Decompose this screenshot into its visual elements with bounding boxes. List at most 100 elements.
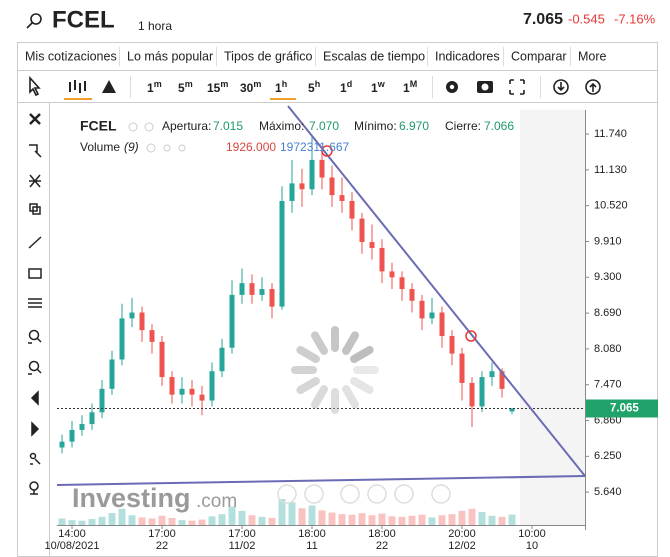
spinner-spoke — [311, 385, 328, 409]
spinner-spoke — [342, 331, 359, 355]
legend-value: 7.015 — [213, 119, 243, 133]
volume-bar — [298, 508, 306, 525]
lock-handle — [30, 490, 38, 495]
menu-item[interactable]: More — [578, 49, 607, 63]
menu-item[interactable]: Lo más popular — [127, 49, 213, 63]
timeframe[interactable]: 1w — [371, 79, 386, 95]
volume-bar — [328, 512, 336, 525]
nav-button[interactable] — [304, 484, 324, 504]
timeframe-num: 30 — [240, 81, 254, 95]
legend-close[interactable] — [178, 144, 186, 152]
volume-label: Volume — [80, 140, 120, 154]
trendline-handle[interactable] — [321, 145, 333, 157]
timeframe[interactable]: 15m — [207, 79, 228, 95]
cursor-icon[interactable] — [29, 75, 41, 97]
volume-bar — [308, 505, 316, 525]
symbol: FCEL — [52, 6, 115, 33]
volume-bar — [428, 517, 436, 525]
zoom-out-tool[interactable] — [28, 360, 40, 372]
crosshair-tool[interactable] — [29, 144, 42, 158]
spinner-spoke — [296, 377, 320, 394]
magnet-tool[interactable] — [29, 452, 37, 460]
spinner-spoke — [296, 346, 320, 363]
lock-tool[interactable] — [29, 481, 39, 491]
area-icon[interactable] — [102, 80, 116, 93]
volume-bar — [508, 514, 516, 525]
trendline-handle[interactable] — [465, 330, 477, 342]
spinner-spoke — [342, 385, 359, 409]
timeframe[interactable]: 1h — [275, 79, 287, 95]
zoom-in-tool[interactable] — [28, 329, 40, 341]
trendline — [287, 105, 586, 477]
magnet-handle — [30, 458, 41, 465]
candle-body — [349, 200, 355, 219]
scroll-left-tool[interactable] — [30, 390, 39, 406]
timeframe[interactable]: 30m — [240, 79, 261, 95]
spinner-spoke — [350, 377, 374, 394]
cross-tool[interactable] — [29, 174, 41, 188]
candle-body — [309, 159, 315, 190]
candle-body — [139, 312, 145, 331]
candle-body — [379, 247, 385, 272]
line-tool[interactable] — [28, 236, 42, 249]
y-tick-label: 6.250 — [594, 450, 622, 462]
menu-item[interactable]: Tipos de gráfico — [224, 49, 313, 63]
camera-lens — [481, 83, 489, 91]
x-tick-label: 20:00 — [448, 528, 476, 540]
fib-tool[interactable] — [28, 298, 42, 308]
timeframe[interactable]: 5m — [178, 79, 193, 95]
volume-bar — [108, 513, 116, 525]
candle-body — [329, 177, 335, 196]
volume-bar — [358, 513, 366, 525]
nav-button[interactable] — [394, 484, 414, 504]
legend-symbol: FCEL — [80, 118, 117, 134]
volume-bar — [338, 514, 346, 525]
menu-item[interactable]: Escalas de tiempo — [323, 49, 425, 63]
candle-body — [399, 277, 405, 290]
y-tick-label: 5.640 — [594, 486, 622, 498]
legend-eye[interactable] — [146, 143, 156, 153]
fullscreen-icon[interactable] — [509, 79, 525, 95]
nav-button[interactable] — [367, 484, 387, 504]
timeframe[interactable]: 1M — [403, 79, 417, 95]
rect-tool[interactable] — [28, 268, 42, 279]
candle-body — [179, 388, 185, 395]
nav-button[interactable] — [340, 484, 360, 504]
upload-icon[interactable] — [585, 79, 601, 95]
legend-settings[interactable] — [163, 144, 171, 152]
timeframe[interactable]: 1m — [147, 79, 162, 95]
x-tick-label: 10:00 — [518, 528, 546, 540]
candle-body — [269, 289, 275, 307]
x-tick-label: 22 — [376, 540, 388, 552]
close-tool[interactable] — [29, 113, 41, 125]
timeframe-unit: h — [315, 79, 321, 89]
candle-body — [99, 388, 105, 413]
menu-item[interactable]: Comparar — [511, 49, 567, 63]
x-tick-label: 12/02 — [448, 540, 476, 552]
legend-label: Apertura: — [162, 119, 211, 133]
menu-item[interactable]: Indicadores — [435, 49, 500, 63]
timeframe[interactable]: 1d — [340, 79, 352, 95]
last-price-box — [586, 399, 658, 418]
nav-button[interactable] — [277, 484, 297, 504]
search-icon[interactable] — [30, 13, 42, 25]
candle-body — [189, 388, 195, 395]
volume-ma: 1972311.667 — [280, 140, 350, 154]
scroll-right-tool[interactable] — [31, 421, 40, 437]
candle-body — [479, 377, 485, 407]
timeframe-num: 5 — [308, 81, 315, 95]
download-icon[interactable] — [553, 79, 569, 95]
timeframe[interactable]: 5h — [308, 79, 320, 95]
nav-button[interactable] — [431, 484, 451, 504]
volume-bar — [118, 508, 126, 525]
zoom-in-handle — [28, 337, 42, 344]
watermark-domain: .com — [196, 491, 237, 512]
candles-icon[interactable] — [69, 80, 86, 93]
legend-settings[interactable] — [144, 122, 154, 132]
x-tick-label: 10 — [526, 540, 538, 552]
legend-eye[interactable] — [128, 122, 138, 132]
candle-body — [339, 195, 345, 201]
candle-body — [449, 335, 455, 354]
menu-item[interactable]: Mis cotizaciones — [25, 49, 117, 63]
trendline — [56, 475, 586, 486]
